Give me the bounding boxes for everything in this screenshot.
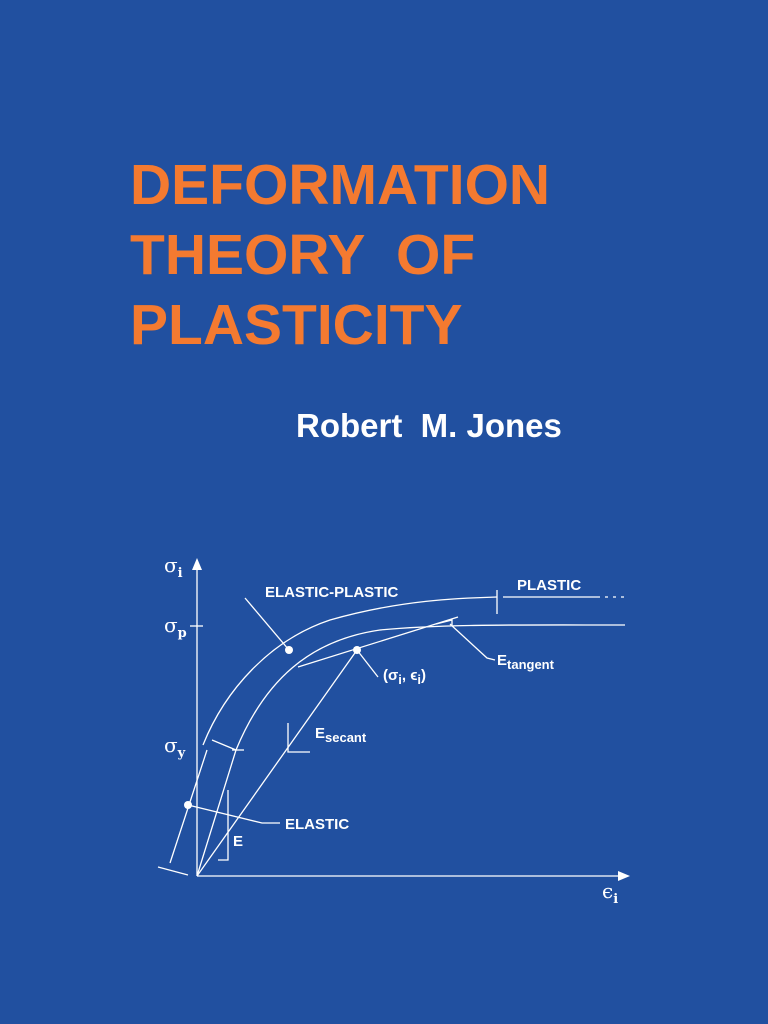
text: (σ bbox=[383, 667, 398, 684]
subscript: y bbox=[177, 746, 186, 761]
label: ELASTIC-PLASTIC bbox=[265, 584, 398, 601]
secant-line bbox=[196, 649, 358, 877]
text: , ϵ bbox=[402, 667, 418, 684]
title-line: DEFORMATION bbox=[130, 153, 550, 217]
slope-mark bbox=[287, 723, 310, 753]
arrow bbox=[192, 558, 202, 570]
subscript: secant bbox=[325, 730, 367, 745]
leader bbox=[187, 804, 280, 824]
symbol: σ bbox=[164, 613, 178, 637]
title-line: PLASTICITY bbox=[130, 293, 463, 357]
point bbox=[184, 801, 192, 809]
label: ELASTIC bbox=[285, 816, 349, 833]
diagram: σi σp σy ϵi ELASTIC-PLASTIC PLASTIC Etan… bbox=[157, 553, 630, 907]
label: Etangent bbox=[497, 652, 555, 672]
subscript: i bbox=[178, 566, 183, 581]
axis-label: ϵi bbox=[602, 879, 618, 907]
label: Esecant bbox=[315, 725, 367, 745]
curve bbox=[196, 624, 626, 877]
slope-mark bbox=[218, 790, 229, 861]
point bbox=[285, 646, 293, 654]
tick bbox=[157, 866, 189, 876]
symbol: E bbox=[497, 652, 507, 669]
curve bbox=[202, 596, 498, 746]
text: ) bbox=[421, 667, 426, 684]
label: PLASTIC bbox=[517, 577, 581, 594]
yield-mark bbox=[211, 739, 237, 751]
symbol: σ bbox=[164, 733, 178, 757]
axis-label: σi bbox=[164, 553, 183, 581]
leader bbox=[356, 649, 379, 678]
title-line: THEORY OF bbox=[130, 223, 475, 287]
axis-label: σy bbox=[164, 733, 186, 761]
leader bbox=[244, 597, 290, 651]
slope-mark bbox=[435, 619, 453, 626]
arrow bbox=[618, 871, 630, 881]
author: Robert M. Jones bbox=[296, 407, 562, 444]
leader bbox=[449, 623, 496, 661]
tangent-line bbox=[297, 616, 459, 668]
symbol: E bbox=[315, 725, 325, 742]
subscript: i bbox=[417, 672, 421, 687]
subscript: i bbox=[398, 672, 402, 687]
label: (σi, ϵi) bbox=[383, 667, 426, 687]
subscript: p bbox=[178, 626, 187, 641]
subscript: i bbox=[613, 892, 618, 907]
label: E bbox=[233, 833, 243, 850]
symbol: ϵ bbox=[602, 879, 613, 903]
subscript: tangent bbox=[507, 657, 555, 672]
point bbox=[353, 646, 361, 654]
axis-label: σp bbox=[164, 613, 187, 641]
symbol: σ bbox=[164, 553, 178, 577]
